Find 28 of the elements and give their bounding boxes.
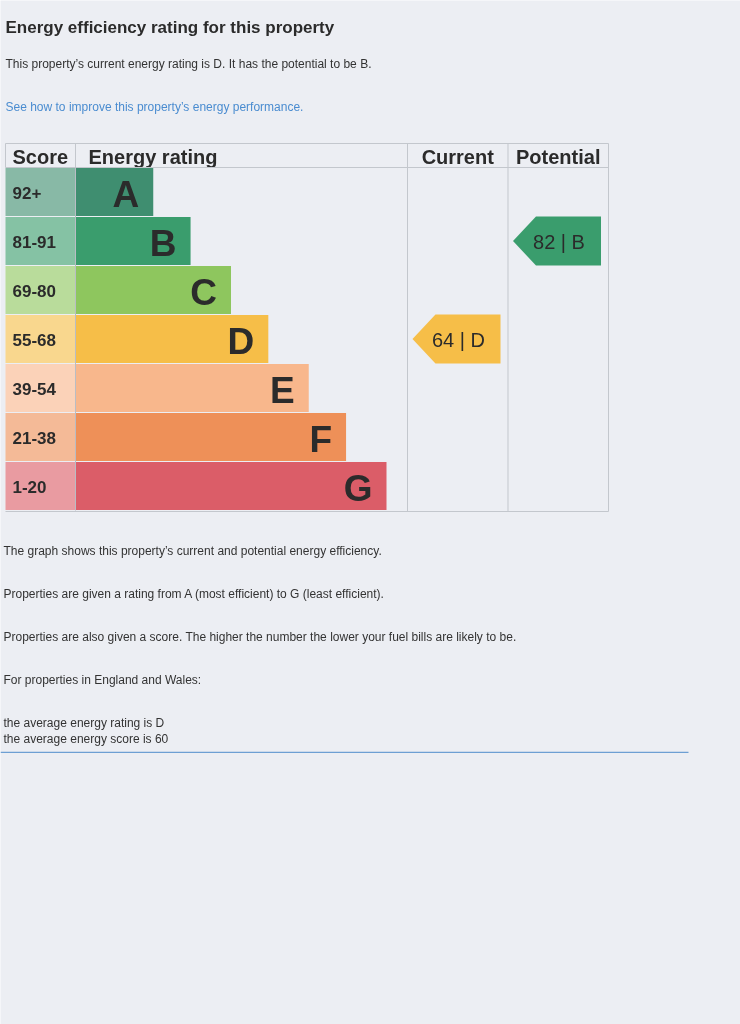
- text: Current: [421, 145, 495, 168]
- annotation: C: [190, 271, 218, 313]
- x-axis-title: Energy rating: [88, 145, 218, 168]
- annotation: E: [270, 369, 295, 411]
- y-tick-label: 92+: [12, 184, 42, 203]
- chart-subtitle: This property’s current energy rating is D. It has the potential to be B.: [5, 56, 372, 71]
- annotation: D: [227, 320, 255, 362]
- annotation: F: [309, 418, 333, 460]
- y-tick-label: 39-54: [12, 380, 57, 399]
- annotation: A: [112, 173, 140, 215]
- text: 82 | B: [533, 231, 585, 253]
- text: Properties are also given a score. The higher the number the lower your fuel bills are likely to be.: [3, 629, 517, 644]
- text: Potential: [516, 145, 601, 168]
- text: Properties are given a rating from A (most efficient) to G (least efficient).: [3, 586, 384, 601]
- y-tick-label: 55-68: [12, 331, 56, 350]
- chart-title: Energy efficiency rating for this property: [5, 18, 335, 37]
- annotation: G: [343, 467, 373, 509]
- y-tick-label: 1-20: [12, 478, 47, 497]
- y-axis-title: Score: [12, 145, 69, 168]
- text: See how to improve this property’s energy performance.: [5, 99, 304, 114]
- y-tick-label: 69-80: [12, 282, 56, 301]
- y-tick-label: 81-91: [12, 233, 56, 252]
- annotation: B: [149, 222, 177, 264]
- text: The graph shows this property’s current and potential energy efficiency.: [3, 543, 382, 558]
- text: For properties in England and Wales:: [3, 672, 202, 687]
- text: 64 | D: [432, 329, 485, 351]
- text: the average energy rating is D the average energy score is 60: [3, 715, 169, 747]
- y-tick-label: 21-38: [12, 429, 56, 448]
